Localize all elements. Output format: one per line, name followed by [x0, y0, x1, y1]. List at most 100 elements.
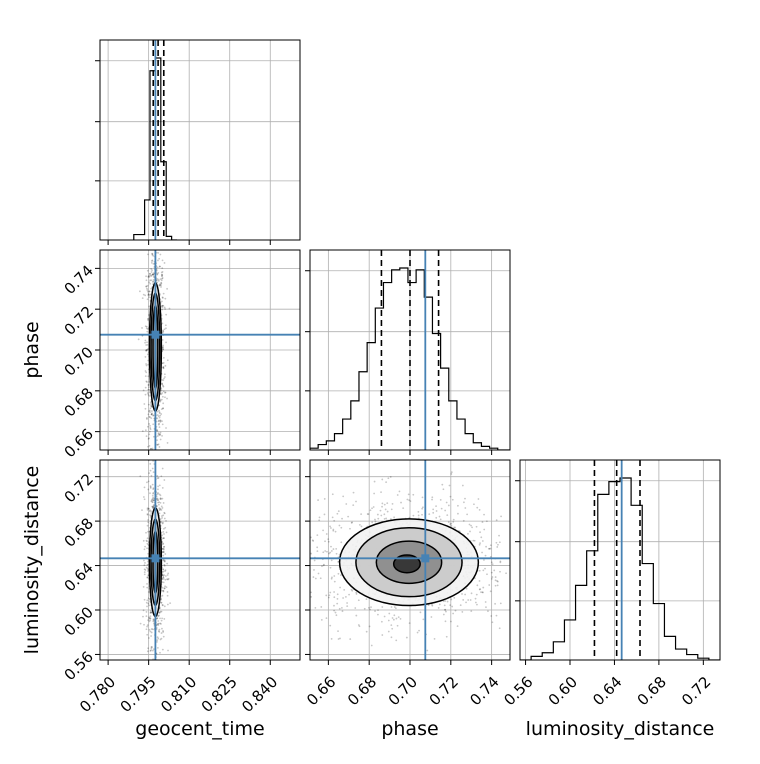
scatter-point [454, 526, 457, 529]
scatter-point [159, 617, 161, 620]
scatter-point [150, 275, 153, 277]
scatter-point [343, 588, 346, 591]
scatter-point [143, 564, 146, 567]
scatter-point [146, 542, 149, 545]
scatter-point [156, 277, 159, 280]
scatter-point [158, 433, 161, 435]
scatter-point [152, 275, 155, 278]
scatter-point [147, 591, 150, 593]
scatter-point [152, 423, 155, 426]
scatter-point [164, 396, 166, 399]
scatter-point [143, 598, 146, 601]
scatter-point [143, 623, 145, 626]
scatter-point [396, 494, 399, 496]
scatter-point [370, 606, 372, 609]
scatter-point [329, 624, 332, 627]
scatter-point [160, 282, 162, 284]
scatter-point [152, 254, 155, 257]
scatter-point [150, 447, 153, 450]
scatter-point [146, 287, 148, 290]
scatter-point [157, 278, 160, 281]
scatter-point [159, 419, 162, 422]
scatter-point [157, 443, 160, 446]
scatter-point [470, 610, 473, 613]
scatter-point [159, 518, 162, 520]
scatter-point [158, 416, 161, 419]
scatter-point [145, 611, 148, 613]
scatter-point [161, 420, 163, 422]
scatter-point [473, 503, 475, 506]
scatter-point [148, 305, 151, 308]
scatter-point [162, 304, 165, 307]
scatter-point [157, 622, 159, 625]
scatter-point [483, 528, 486, 531]
scatter-point [163, 587, 166, 590]
scatter-point [499, 561, 502, 564]
scatter-point [325, 617, 328, 620]
scatter-point [151, 649, 154, 652]
scatter-point [542, 580, 544, 582]
scatter-point [532, 588, 534, 590]
scatter-point [148, 281, 151, 284]
scatter-point [162, 367, 165, 370]
scatter-point [377, 609, 379, 612]
scatter-point [163, 587, 166, 590]
scatter-point [284, 538, 286, 540]
scatter-point [323, 498, 326, 500]
scatter-point [371, 507, 373, 510]
scatter-point [163, 574, 166, 577]
scatter-point [482, 586, 485, 589]
scatter-point [480, 591, 482, 594]
scatter-point [146, 586, 149, 589]
scatter-point [165, 341, 167, 344]
scatter-point [158, 409, 160, 412]
scatter-point [332, 548, 335, 550]
y-tick-label-luminosity_distance: 0.60 [61, 603, 97, 639]
scatter-point [149, 279, 152, 282]
scatter-point [314, 606, 317, 609]
scatter-point [337, 572, 340, 575]
scatter-point [486, 573, 488, 576]
scatter-point [159, 494, 162, 497]
scatter-point [160, 413, 163, 415]
scatter-point [162, 578, 165, 580]
scatter-point [418, 629, 420, 632]
scatter-point [526, 548, 528, 550]
scatter-point [156, 443, 159, 446]
scatter-point [148, 620, 151, 623]
scatter-point [149, 282, 152, 285]
scatter-point [162, 292, 165, 295]
scatter-point [338, 607, 341, 610]
scatter-point [328, 594, 331, 597]
scatter-point [459, 604, 462, 607]
scatter-point [159, 278, 162, 281]
scatter-point [147, 574, 150, 577]
scatter-point [156, 474, 159, 477]
scatter-point [156, 623, 159, 626]
scatter-point [320, 618, 323, 621]
scatter-point [159, 400, 162, 403]
scatter-point [144, 469, 146, 471]
scatter-point [323, 563, 325, 566]
scatter-point [499, 602, 502, 605]
scatter-point [155, 452, 157, 454]
scatter-point [148, 296, 151, 299]
scatter-point [327, 538, 330, 541]
scatter-point [160, 505, 163, 508]
scatter-point [149, 424, 151, 427]
scatter-point [450, 598, 453, 601]
scatter-point [147, 375, 150, 378]
scatter-point [421, 496, 424, 499]
scatter-point [158, 501, 161, 504]
scatter-point [160, 601, 163, 604]
scatter-point [159, 431, 162, 434]
scatter-point [162, 365, 165, 368]
scatter-point [145, 531, 147, 534]
scatter-point [479, 588, 482, 590]
scatter-point [145, 601, 148, 604]
scatter-point [146, 624, 149, 627]
scatter-point [473, 539, 476, 542]
scatter-point [160, 389, 163, 392]
scatter-point [481, 551, 483, 554]
scatter-point [631, 591, 633, 593]
